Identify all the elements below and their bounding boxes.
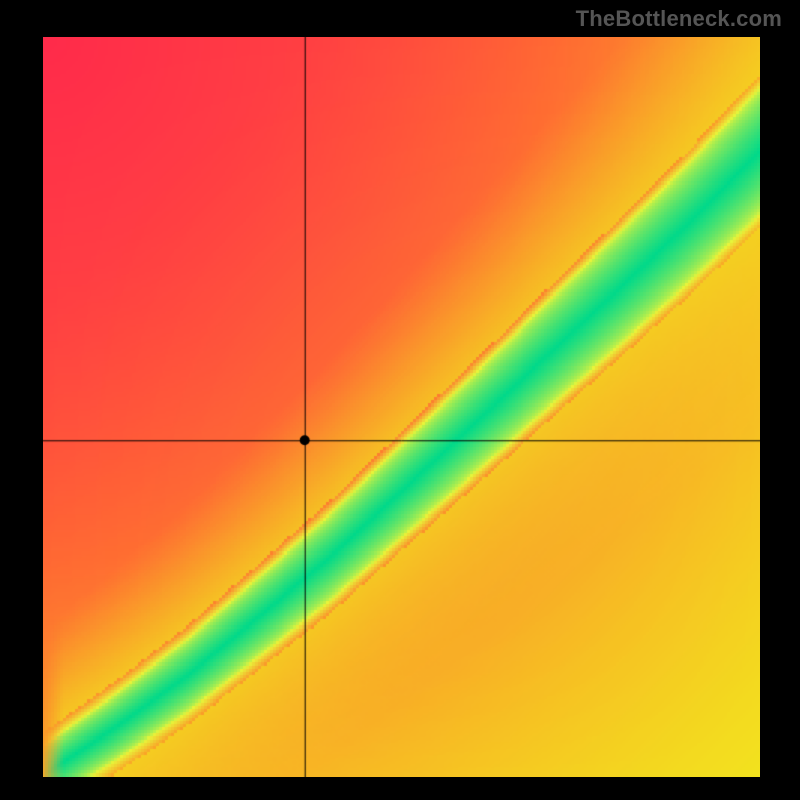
watermark: TheBottleneck.com [576,6,782,32]
heatmap-plot [43,37,760,777]
